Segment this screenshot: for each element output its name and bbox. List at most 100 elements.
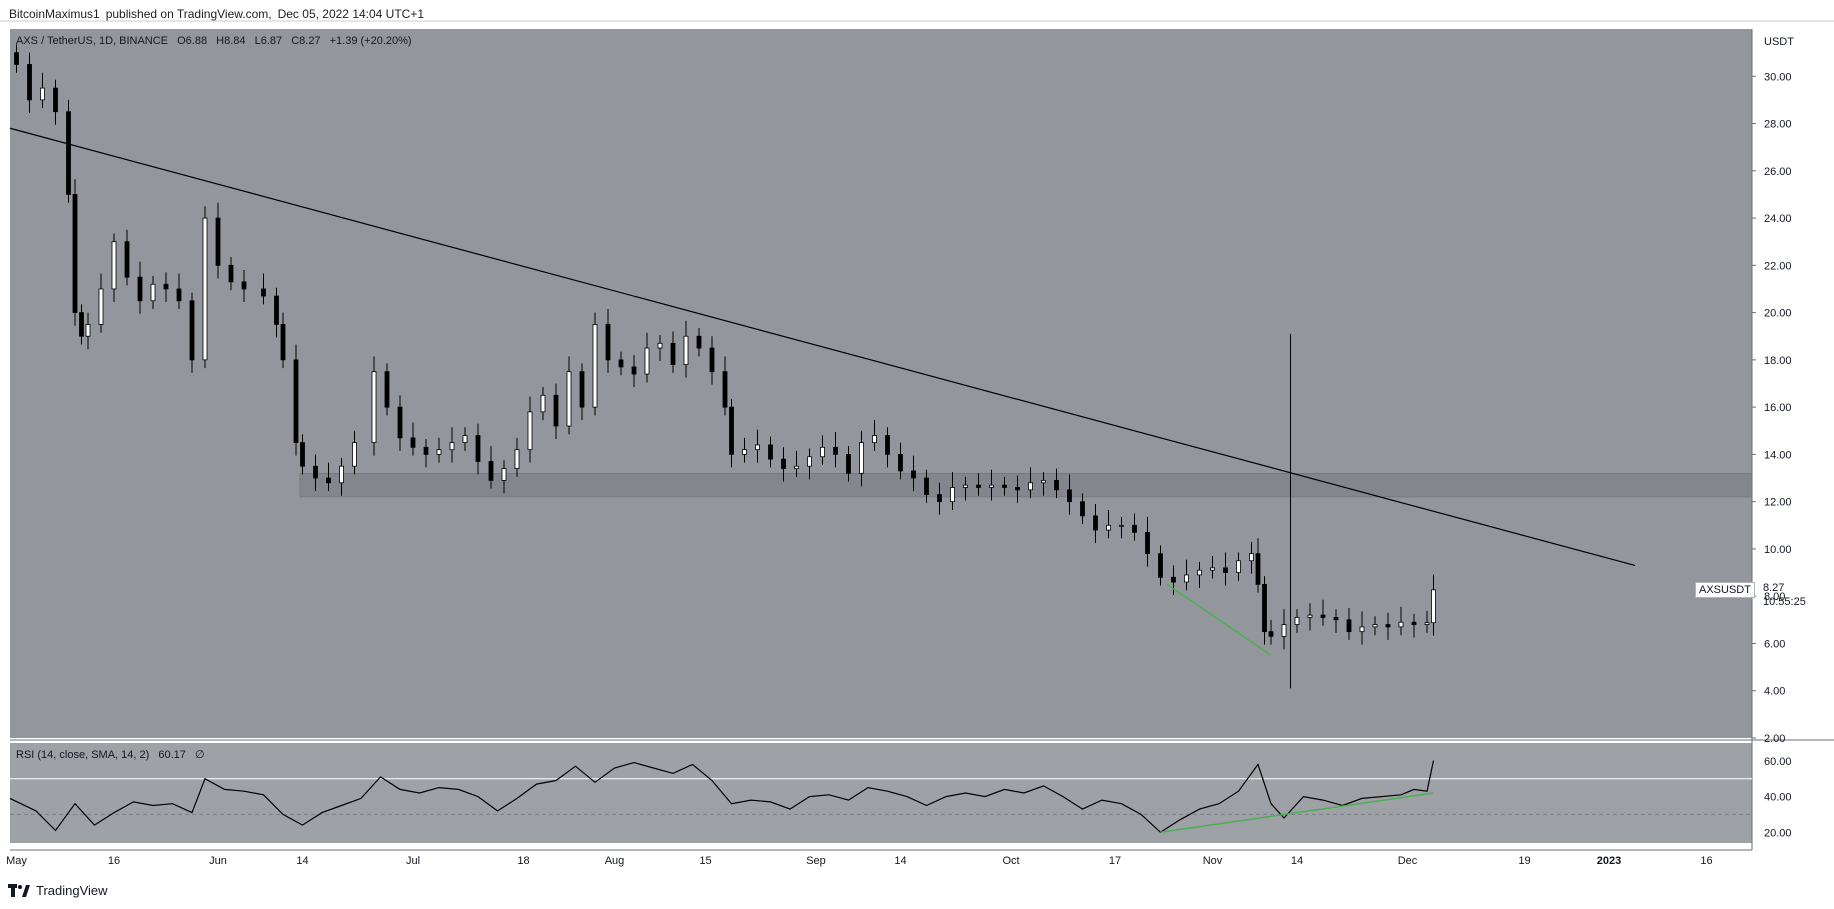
time-axis-label: 16 — [1700, 855, 1712, 867]
price-axis-tick-label: 20.00 — [1764, 308, 1792, 320]
candle-up — [1041, 479, 1046, 484]
candle-up — [436, 449, 442, 455]
price-axis-currency: USDT — [1764, 36, 1794, 48]
time-axis-label: 16 — [108, 855, 120, 867]
rsi-divergence-line — [1160, 792, 1434, 834]
rsi-pane-background — [10, 743, 1752, 843]
candle-up — [1106, 524, 1111, 531]
candle-up — [40, 87, 45, 101]
open-value: 6.88 — [185, 35, 208, 47]
candle-down — [1067, 489, 1072, 503]
candle-down — [1054, 479, 1059, 491]
price-axis-tick-label: 2.00 — [1764, 733, 1785, 745]
price-axis-tick-label: 28.00 — [1764, 119, 1792, 131]
candle-down — [72, 194, 78, 313]
time-axis-label: 15 — [699, 855, 711, 867]
candle-up — [514, 449, 520, 469]
candle-down — [475, 435, 481, 462]
candle-up — [794, 465, 799, 469]
time-axis-label: Jul — [406, 855, 420, 867]
time-axis-label: May — [6, 855, 27, 867]
candle-down — [66, 111, 71, 195]
candle-up — [150, 283, 156, 302]
candle-down — [1320, 614, 1326, 618]
candle-up — [98, 288, 104, 325]
rsi-label: RSI (14, close, SMA, 14, 2) — [16, 749, 150, 761]
rsi-line — [9, 760, 1435, 834]
footer-brand[interactable]: TradingView — [8, 883, 108, 898]
price-axis-tick-label: 26.00 — [1764, 166, 1792, 178]
candle-down — [300, 442, 305, 467]
publish-header: BitcoinMaximus1 published on TradingView.… — [9, 7, 430, 21]
candle-up — [1359, 626, 1365, 633]
candle-down — [189, 300, 195, 361]
time-axis-label: Oct — [1002, 855, 1019, 867]
candle-down — [846, 453, 851, 474]
candle-down — [768, 444, 773, 460]
time-axis-label: Aug — [605, 855, 625, 867]
candle-up — [644, 347, 650, 375]
candle-down — [163, 283, 169, 290]
candle-down — [1132, 524, 1137, 533]
candle-up — [501, 468, 507, 481]
candle-up — [1398, 621, 1404, 628]
price-axis-tick-label: 24.00 — [1764, 213, 1792, 225]
candle-up — [657, 342, 663, 349]
price-axis-tick-label: 14.00 — [1764, 449, 1792, 461]
candle-down — [215, 217, 221, 266]
candle-down — [1171, 576, 1176, 583]
candle-down — [1411, 621, 1417, 625]
time-axis-label: 19 — [1518, 855, 1530, 867]
candle-up — [1210, 567, 1215, 571]
symbol-name: AXS / TetherUS, 1D, BINANCE — [16, 35, 169, 47]
candle-down — [176, 288, 182, 302]
publish-date: Dec 05, 2022 14:04 UTC+1 — [277, 7, 425, 21]
time-axis-label: 14 — [1291, 855, 1303, 867]
candle-up — [1431, 589, 1436, 624]
last-price-value: 8.27 — [1763, 582, 1785, 594]
descending-trendline — [9, 127, 1636, 567]
candle-up — [963, 484, 968, 488]
tradingview-logo-icon — [8, 883, 30, 897]
published-text: published on TradingView.com, — [105, 7, 272, 21]
low-label: L — [254, 35, 261, 47]
change-value: +1.39 (+20.20%) — [329, 35, 412, 47]
low-value: 6.87 — [260, 35, 283, 47]
high-value: 8.84 — [224, 35, 246, 47]
candle-up — [859, 442, 864, 474]
candle-up — [807, 456, 812, 467]
candle-up — [1119, 524, 1124, 527]
candle-down — [885, 435, 890, 455]
candle-down — [397, 406, 403, 439]
footer-brand-text: TradingView — [36, 883, 108, 898]
author-name: BitcoinMaximus1 — [9, 7, 100, 21]
candle-down — [488, 461, 494, 481]
candle-down — [898, 453, 903, 472]
candle-down — [976, 484, 981, 488]
candle-up — [111, 241, 117, 290]
price-axis-tick-label: 8.00 — [1764, 591, 1785, 603]
time-axis-label: Dec — [1398, 855, 1418, 867]
candle-down — [553, 394, 559, 427]
candle-up — [527, 411, 533, 451]
candle-up — [1424, 622, 1430, 625]
candle-down — [1145, 531, 1150, 555]
candle-down — [326, 477, 331, 484]
candle-down — [911, 470, 916, 479]
candle-up — [1197, 569, 1202, 576]
candle-up — [371, 371, 377, 443]
price-axis-tick-label: 30.00 — [1764, 71, 1792, 83]
candle-down — [124, 241, 130, 278]
price-axis-tick-label: 6.00 — [1764, 638, 1785, 650]
close-value: 8.27 — [299, 35, 321, 47]
candle-down — [1255, 553, 1261, 585]
candle-up — [872, 435, 877, 443]
time-axis-label: Jun — [209, 855, 227, 867]
candle-down — [293, 359, 299, 443]
price-axis-tick-label: 16.00 — [1764, 402, 1792, 414]
price-axis-tick-label: 18.00 — [1764, 355, 1792, 367]
candle-down — [1158, 553, 1163, 578]
high-label: H — [216, 35, 225, 47]
candle-down — [579, 371, 585, 408]
